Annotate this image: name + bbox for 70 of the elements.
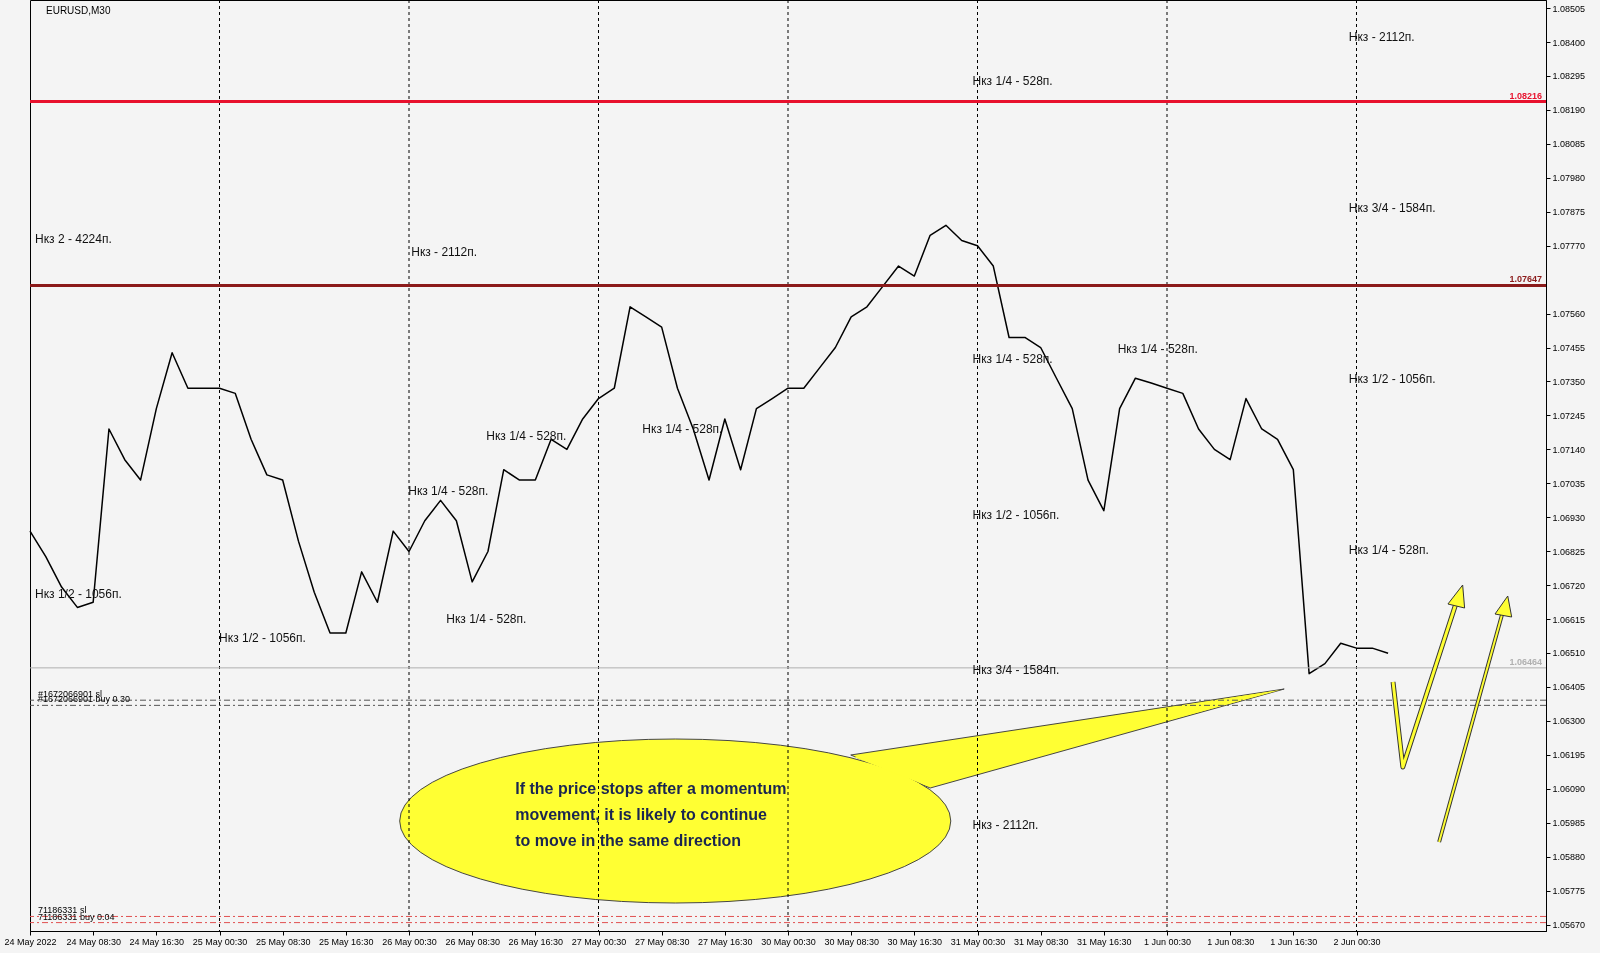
annotation: Нкз 1/4 - 528п. (642, 422, 723, 437)
y-tick-label: 1.07455 (1552, 343, 1586, 354)
y-tick-label: 1.05775 (1552, 886, 1586, 897)
annotation: Нкз - 2112п. (411, 244, 478, 259)
x-tick-label: 31 May 00:30 (950, 936, 1006, 947)
x-tick-label: 25 May 08:30 (255, 936, 311, 947)
x-tick-label: 31 May 08:30 (1013, 936, 1069, 947)
y-tick-label: 1.07245 (1552, 410, 1586, 421)
y-tick-label: 1.05880 (1552, 852, 1586, 863)
x-tick-label: 24 May 2022 (4, 936, 57, 947)
annotation: Нкз 3/4 - 1584п. (1348, 201, 1436, 216)
ref-line-label: 1.08216 (1509, 90, 1542, 101)
x-tick-label: 1 Jun 08:30 (1207, 936, 1255, 947)
annotation: If the price stops after a momentum movement, it is likely to continue to move in the same direction (515, 779, 787, 849)
y-tick-label: 1.07350 (1552, 376, 1586, 387)
x-tick-label: 27 May 16:30 (698, 936, 753, 947)
y-tick-label: 1.06300 (1552, 716, 1586, 727)
y-tick-label: 1.07770 (1552, 241, 1586, 252)
x-tick-label: 1 Jun 00:30 (1143, 936, 1192, 947)
y-tick-label: 1.06930 (1552, 512, 1586, 523)
annotation: Нкз - 2112п. (972, 818, 1039, 833)
ref-line-label: 1.06464 (1509, 656, 1542, 667)
y-tick-label: 1.08400 (1552, 37, 1586, 48)
annotation: Нкз 1/4 - 528п. (408, 483, 489, 498)
x-tick-label: 26 May 16:30 (508, 936, 564, 947)
x-tick-label: 27 May 00:30 (571, 936, 627, 947)
y-tick-label: 1.06720 (1552, 580, 1586, 591)
x-tick-label: 30 May 08:30 (824, 936, 879, 947)
x-tick-label: 24 May 16:30 (129, 936, 185, 947)
annotation: Нкз - 2112п. (1348, 29, 1415, 44)
x-tick-label: 24 May 08:30 (66, 936, 121, 947)
x-tick-label: 26 May 08:30 (445, 936, 500, 947)
y-tick-label: 1.07140 (1552, 444, 1586, 455)
x-tick-label: 30 May 16:30 (887, 936, 943, 947)
y-tick-label: 1.07875 (1552, 207, 1586, 218)
annotation: Нкз 2 - 4224п. (35, 231, 112, 246)
y-tick-label: 1.08085 (1552, 139, 1586, 150)
x-tick-label: 25 May 00:30 (192, 936, 248, 947)
x-tick-label: 26 May 00:30 (382, 936, 437, 947)
x-tick-label: 25 May 16:30 (319, 936, 374, 947)
x-tick-label: 30 May 00:30 (761, 936, 816, 947)
annotation: Нкз 3/4 - 1584п. (972, 663, 1060, 678)
annotation: Нкз 1/2 - 1056п. (1348, 372, 1436, 387)
annotation: Нкз 1/4 - 528п. (446, 612, 527, 627)
annotation: Нкз 1/4 - 528п. (1117, 341, 1198, 356)
y-tick-label: 1.08190 (1552, 105, 1586, 116)
y-tick-label: 1.06195 (1552, 750, 1586, 761)
y-tick-label: 1.08295 (1552, 71, 1586, 82)
annotation: Нкз 1/4 - 528п. (1348, 542, 1429, 557)
annotation: Нкз 1/2 - 1056п. (972, 508, 1060, 523)
y-tick-label: 1.08505 (1552, 3, 1586, 14)
y-tick-label: 1.06405 (1552, 682, 1586, 693)
x-tick-label: 2 Jun 00:30 (1333, 936, 1381, 947)
y-tick-label: 1.06090 (1552, 784, 1586, 795)
x-tick-label: 31 May 16:30 (1077, 936, 1132, 947)
annotation: Нкз 1/2 - 1056п. (219, 630, 306, 645)
y-tick-label: 1.07980 (1552, 173, 1586, 184)
y-tick-label: 1.07035 (1552, 478, 1586, 489)
x-tick-label: 1 Jun 16:30 (1270, 936, 1318, 947)
annotation: Нкз 1/4 - 528п. (486, 428, 567, 443)
text: EURUSD,M30 (46, 5, 111, 16)
y-tick-label: 1.05985 (1552, 818, 1586, 829)
x-tick-label: 27 May 08:30 (634, 936, 690, 947)
y-tick-label: 1.06510 (1552, 648, 1586, 659)
ref-line-label: 1.07647 (1509, 274, 1542, 285)
y-tick-label: 1.06615 (1552, 614, 1586, 625)
y-tick-label: 1.05670 (1552, 920, 1586, 931)
y-tick-label: 1.06825 (1552, 546, 1586, 557)
y-tick-label: 1.07560 (1552, 309, 1586, 320)
annotation: Нкз 1/4 - 528п. (972, 73, 1053, 88)
